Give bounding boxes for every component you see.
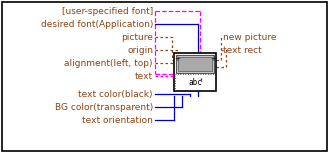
- Text: picture: picture: [121, 32, 153, 41]
- Text: text: text: [135, 71, 153, 80]
- Text: text rect: text rect: [223, 45, 262, 54]
- Text: BG color(transparent): BG color(transparent): [55, 103, 153, 112]
- Bar: [178, 57, 212, 71]
- Bar: [175, 74, 215, 90]
- Text: abc: abc: [188, 78, 202, 87]
- Text: alignment(left, top): alignment(left, top): [64, 58, 153, 67]
- Text: text color(black): text color(black): [79, 90, 153, 99]
- Bar: [176, 55, 214, 73]
- Text: [user-specified font]: [user-specified font]: [62, 6, 153, 15]
- Text: text orientation: text orientation: [82, 116, 153, 125]
- Text: +: +: [174, 56, 180, 62]
- Text: +: +: [210, 56, 216, 62]
- Text: t: t: [200, 78, 202, 83]
- Text: desired font(Application): desired font(Application): [40, 19, 153, 28]
- Text: new picture: new picture: [223, 32, 276, 41]
- Bar: [174, 53, 216, 91]
- Text: origin: origin: [127, 45, 153, 54]
